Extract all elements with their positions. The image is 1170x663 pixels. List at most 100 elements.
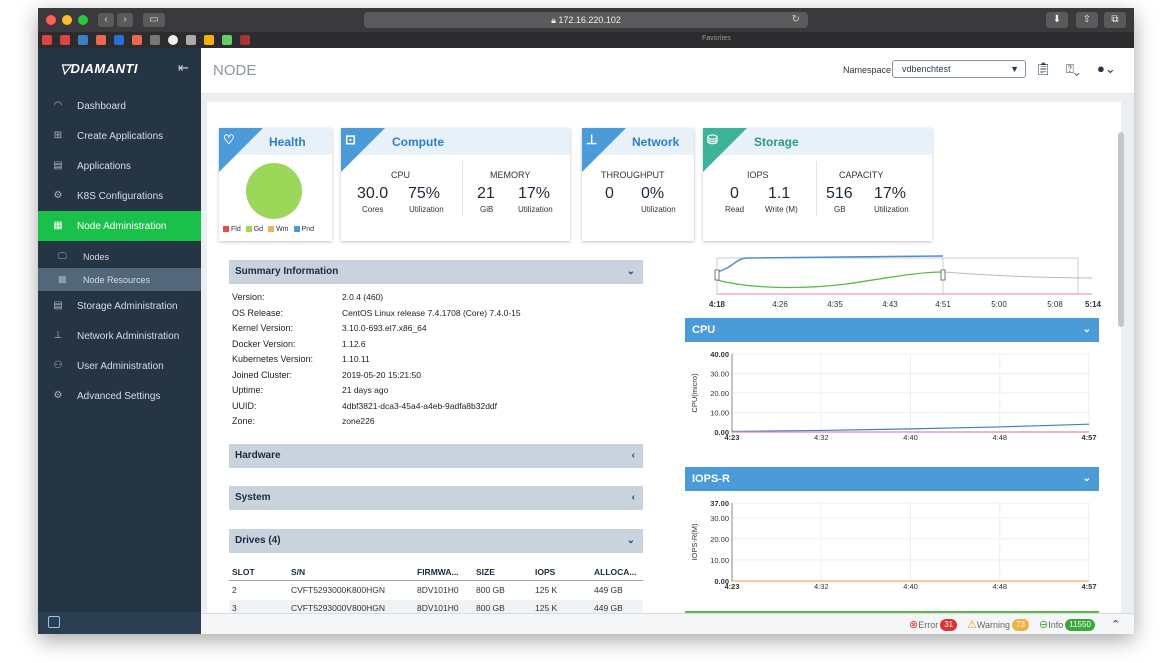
error-status[interactable]: ⊗ Error 31 (909, 618, 958, 631)
cell-allocated: 449 GB (594, 603, 623, 613)
system-section-header[interactable]: System ‹ (229, 486, 643, 510)
favorite-bookmark-icon[interactable] (150, 35, 160, 45)
sidebar-item-user-administration[interactable]: ⚇ User Administration (38, 351, 201, 381)
collapse-sidebar-icon[interactable]: ⇤ (178, 60, 189, 75)
user-account-icon[interactable]: ●⌄ (1097, 61, 1116, 76)
summary-key: OS Release: (232, 307, 284, 318)
diamanti-logo[interactable]: ▽DIAMANTI (60, 61, 139, 76)
brush-handle-right[interactable] (940, 269, 946, 281)
iops-r-chart[interactable]: 37.00 30.00 20.00 10.00 0.004:23 4:32 4:40 4:48… (685, 495, 1099, 595)
summary-key: Kubernetes Version: (232, 354, 314, 364)
forward-button[interactable]: › (117, 13, 133, 27)
error-count-badge: 31 (940, 618, 958, 631)
health-pie (246, 163, 302, 219)
favorite-outlook-icon[interactable] (114, 35, 124, 45)
namespace-label: Namespace (843, 65, 892, 75)
col-header-iops[interactable]: IOPS (535, 567, 556, 577)
brush-selection[interactable] (716, 257, 944, 295)
favorite-gmail-icon[interactable] (42, 35, 52, 45)
sidebar-subitem-nodes[interactable]: 🖵︎ Nodes (38, 245, 201, 268)
sidebar-item-k8s-configurations[interactable]: ⚙ K8S Configurations (38, 181, 201, 211)
brush-handle-left[interactable] (714, 269, 720, 281)
network-icon: ⊥ (53, 330, 63, 341)
legend-warning: Wm (268, 226, 289, 233)
health-card[interactable]: ♡ Health Fld Gd Wm Pnd (219, 128, 332, 241)
memory-gib-value: 21 (477, 185, 495, 202)
favorite-mail-icon[interactable] (60, 35, 70, 45)
favorite-gitlab-icon[interactable] (132, 35, 142, 45)
y-tick-label: 0.00 (714, 577, 729, 586)
sidebar-item-label: Dashboard (77, 100, 126, 112)
help-icon[interactable]: ⍰⌄ (1066, 61, 1080, 76)
iops-r-chart-header[interactable]: IOPS-R ⌄ (685, 467, 1099, 491)
cpu-chart-header[interactable]: CPU ⌄ (685, 318, 1099, 342)
minimize-window-button[interactable] (62, 15, 72, 25)
health-card-header: ♡ Health (219, 128, 332, 172)
sidebar-item-network-administration[interactable]: ⊥ Network Administration (38, 321, 201, 351)
compute-card[interactable]: ⊡ Compute CPU 30.0 Cores 75% Utilization… (341, 128, 570, 241)
cpu-util-value: 75% (408, 185, 441, 202)
hardware-title: Hardware (235, 450, 281, 461)
network-card[interactable]: ⊥ Network THROUGHPUT 0 0% Utilization (582, 128, 694, 241)
url-text: 172.16.220.102 (558, 15, 621, 25)
sidebar-item-storage-administration[interactable]: ▤ Storage Administration (38, 291, 201, 321)
calendar-icon[interactable] (48, 616, 60, 628)
summary-value: 21 days ago (342, 385, 389, 395)
favorite-sheets-icon[interactable] (222, 35, 232, 45)
col-header-sn[interactable]: S/N (291, 567, 306, 577)
downloads-icon[interactable]: ⬇ (1046, 12, 1068, 28)
sidebar-item-label: Advanced Settings (77, 390, 161, 402)
drives-section-header[interactable]: Drives (4) ⌄ (229, 529, 643, 553)
namespace-select[interactable]: vdbenchtest ▼ (892, 60, 1026, 78)
summary-section-header[interactable]: Summary Information ⌄ (229, 260, 643, 284)
sidebar-item-node-administration[interactable]: ▦ Node Administration (38, 211, 201, 241)
favorite-drive-icon[interactable] (204, 35, 214, 45)
tabs-overview-icon[interactable]: ⧉ (1104, 12, 1126, 28)
warning-status[interactable]: ⚠ Warning 73 (967, 618, 1029, 631)
content-scrollbar[interactable] (1118, 132, 1124, 327)
close-window-button[interactable] (46, 15, 56, 25)
sidebar-item-create-applications[interactable]: ⊞ Create Applications (38, 121, 201, 151)
sidebar-item-advanced-settings[interactable]: ⚙ Advanced Settings (38, 381, 201, 411)
timeline-brush-chart[interactable]: 4:18 4:26 4:35 4:43 4:51 5:00 5:08 5:14 (707, 250, 1102, 312)
memory-label: MEMORY (490, 170, 531, 180)
legend-good: Gd (245, 226, 263, 233)
sidebar-toggle-icon[interactable]: ▭ (143, 13, 165, 27)
favorite-photo-icon[interactable] (186, 35, 196, 45)
x-tick-label: 4:57 (1081, 433, 1096, 442)
x-tick-label: 4:23 (724, 433, 739, 442)
favorite-calendar-icon[interactable] (78, 35, 88, 45)
throughput-label: THROUGHPUT (601, 170, 665, 180)
favorite-office-icon[interactable] (96, 35, 106, 45)
table-row[interactable]: 3 CVFT5293000V800HGN 8DV101H0 800 GB 125… (229, 600, 643, 617)
sidebar-item-dashboard[interactable]: ◠ Dashboard (38, 91, 201, 121)
storage-card[interactable]: ⛁ Storage IOPS 0 Read 1.1 Write (M) CAPA… (703, 128, 932, 241)
sidebar-subitem-node-resources[interactable]: ▩ Node Resources (38, 268, 201, 291)
hardware-section-header[interactable]: Hardware ‹ (229, 444, 643, 468)
sidebar-item-label: Node Administration (77, 220, 167, 232)
share-icon[interactable]: ⇧ (1076, 12, 1098, 28)
chevron-up-icon[interactable]: ⌃ (1111, 619, 1121, 631)
system-title: System (235, 492, 271, 503)
next-chart-edge (685, 611, 1099, 613)
col-header-size[interactable]: SIZE (476, 567, 495, 577)
col-header-allocated[interactable]: ALLOCA... (594, 567, 637, 577)
table-row[interactable]: 2 CVFT5293000K800HGN 8DV101H0 800 GB 125… (229, 582, 643, 599)
gib-label: GiB (480, 205, 494, 214)
maximize-window-button[interactable] (78, 15, 88, 25)
info-status[interactable]: ⊖ Info 11550 (1039, 618, 1095, 631)
reload-icon[interactable]: ↻ (791, 14, 800, 25)
sidebar-item-applications[interactable]: ▤ Applications (38, 151, 201, 181)
cpu-chart[interactable]: 40.00 30.00 20.00 10.00 0.004:23 4:32 4:40 4:48… (685, 346, 1099, 446)
address-bar[interactable]: 🔒︎ 172.16.220.102 ↻ (364, 12, 808, 28)
clipboard-icon[interactable]: 📋︎ (1035, 61, 1052, 76)
timeline-tick-label: 4:18 (709, 300, 726, 309)
col-header-firmware[interactable]: FIRMWA... (417, 567, 459, 577)
col-header-slot[interactable]: SLOT (232, 567, 255, 577)
favorite-github-icon[interactable] (168, 35, 178, 45)
favorite-misc-icon[interactable] (240, 35, 250, 45)
timeline-line-blue (716, 255, 944, 273)
back-button[interactable]: ‹ (98, 13, 114, 27)
x-tick-label: 4:48 (992, 582, 1007, 591)
chevron-left-icon: ‹ (631, 492, 635, 503)
